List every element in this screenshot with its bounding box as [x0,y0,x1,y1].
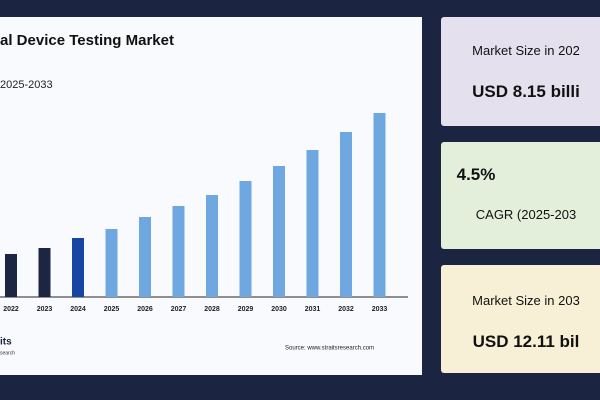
x-tick-label: 2028 [204,306,220,313]
card-label: Market Size in 203 [472,293,580,308]
x-tick-label: 2025 [104,306,120,313]
x-tick-label: 2033 [372,306,388,313]
x-tick-label: 2023 [37,306,53,313]
chart-card: al Device Testing Market 2025-2033 its s… [0,17,422,375]
bar [373,113,386,297]
x-tick-label: 2022 [3,306,19,313]
logo-text: its [0,337,12,348]
bar [139,217,151,297]
chart-title: al Device Testing Market [0,32,174,49]
x-tick-label: 2024 [70,306,86,313]
card-value: USD 12.11 bil [472,332,580,351]
card-label: CAGR (2025-203 [475,207,577,222]
x-tick-label: 2026 [137,306,153,313]
bar [340,132,352,297]
x-tick-label: 2030 [271,306,287,313]
bar [239,181,252,297]
bar [172,206,185,297]
source: Source: www.straitsresearch.com [285,346,374,352]
card: 4.5% CAGR (2025-203 [441,142,600,249]
bar [5,254,17,297]
card-label: Market Size in 202 [472,43,580,58]
bar [273,166,285,297]
x-tick-label: 2029 [238,306,254,313]
bar [38,248,51,297]
bar [105,229,118,297]
card-value: USD 8.15 billi [472,82,580,101]
card-value: 4.5% [456,165,496,184]
bar [206,195,218,297]
bar [72,238,84,297]
bar [306,150,319,297]
x-tick-label: 2031 [305,306,321,313]
card: Market Size in 203 USD 12.11 bil [441,265,600,373]
chart-subtitle: 2025-2033 [0,79,53,91]
x-tick-label: 2027 [171,306,187,313]
card: Market Size in 202 USD 8.15 billi [441,17,600,126]
logo-subtext: search [0,350,15,356]
x-tick-label: 2032 [338,306,354,313]
